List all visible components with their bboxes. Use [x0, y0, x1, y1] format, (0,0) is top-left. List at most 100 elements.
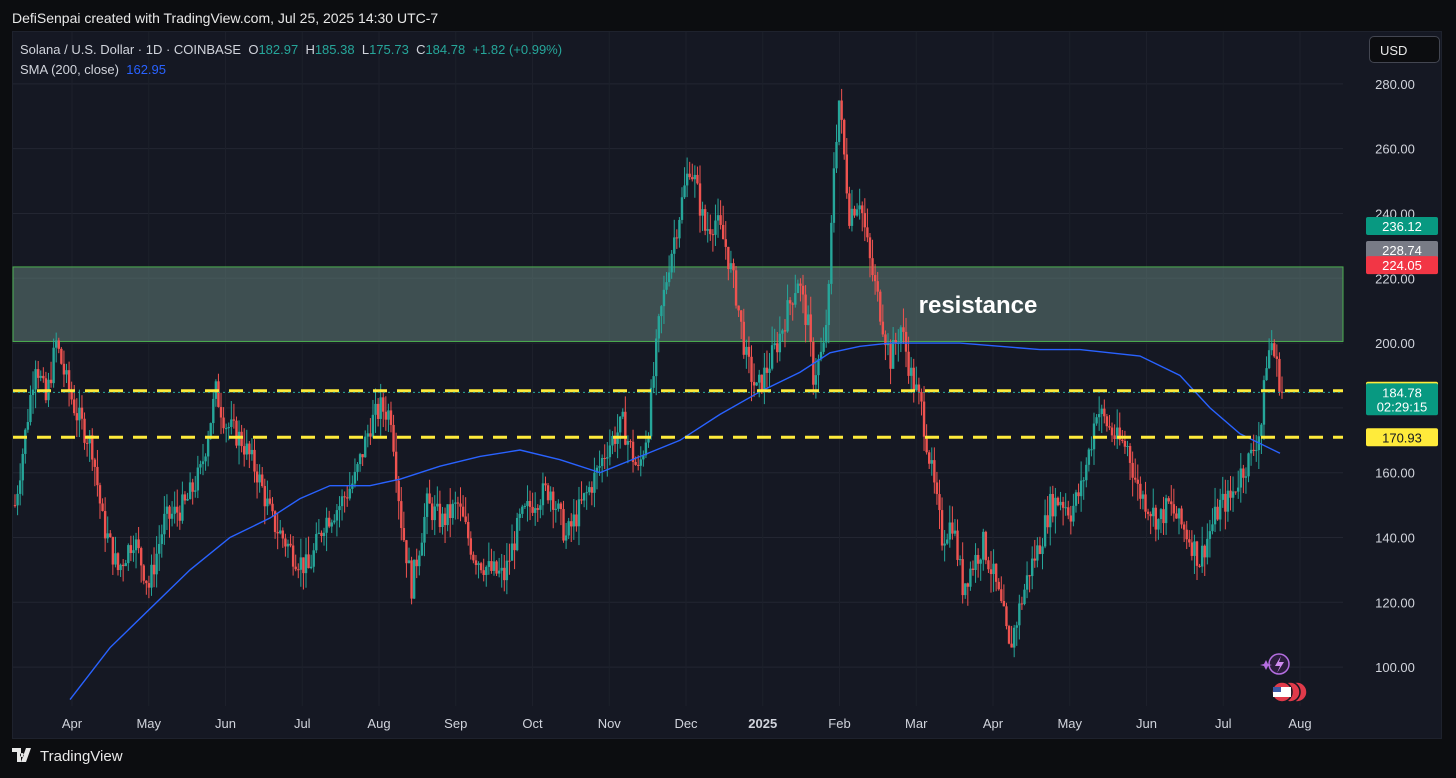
candle-body [703, 209, 707, 231]
candle-body [253, 449, 256, 472]
candle-body [1229, 490, 1232, 498]
candle-body [1139, 483, 1142, 499]
candle-body [382, 397, 385, 412]
candle-body [24, 429, 27, 454]
candle-body [1020, 603, 1024, 605]
candle-body [85, 442, 89, 444]
candle-body [673, 237, 676, 254]
candle-body [1110, 427, 1114, 436]
candle-body [1012, 627, 1016, 648]
candle-body [595, 467, 599, 473]
candle-body [1134, 477, 1137, 480]
chart-credit: DefiSenpai created with TradingView.com,… [12, 10, 439, 26]
candle-body [389, 410, 393, 425]
candle-body [1188, 539, 1191, 543]
candle-body [1159, 509, 1163, 520]
candle-body [1218, 499, 1222, 520]
candle-body [261, 474, 264, 487]
x-tick-label: Aug [367, 716, 390, 731]
candle-body [1087, 449, 1091, 465]
y-tick-label: 140.00 [1375, 531, 1415, 546]
candle-body [858, 205, 861, 210]
sma-row[interactable]: SMA (200, close) 162.95 [20, 60, 562, 80]
candle-body [204, 456, 207, 462]
candle-body [495, 561, 498, 574]
candle-body [1097, 413, 1101, 418]
candle-body [657, 316, 661, 339]
candle-body [219, 406, 223, 418]
candle-body [974, 554, 977, 571]
candle-body [75, 413, 79, 421]
candle-body [479, 563, 483, 571]
candle-body [127, 545, 130, 564]
candle-body [1255, 450, 1258, 452]
candle-body [533, 508, 537, 513]
candle-body [456, 502, 460, 504]
candle-body [1031, 558, 1034, 577]
candle-body [966, 583, 970, 587]
candle-body [1043, 515, 1047, 547]
candle-body [1046, 515, 1049, 528]
candle-body [714, 220, 717, 235]
candle-body [508, 560, 511, 562]
candle-body [358, 454, 362, 465]
candle-body [644, 442, 648, 456]
candle-body [670, 253, 673, 273]
candle-body [1278, 358, 1281, 392]
candle-body [60, 348, 63, 364]
candle-body [88, 435, 91, 444]
candle-body [67, 370, 71, 391]
candle-body [1069, 515, 1073, 522]
candle-body [575, 514, 578, 527]
candle-body [134, 539, 138, 551]
candle-body [1226, 490, 1230, 512]
candle-body [590, 487, 594, 493]
y-tick-label: 260.00 [1375, 142, 1415, 157]
candle-body [850, 208, 854, 226]
candle-body [1015, 625, 1018, 628]
candle-body [1162, 509, 1165, 524]
candle-body [286, 543, 290, 547]
candle-body [600, 458, 604, 467]
candle-body [549, 491, 552, 501]
candle-body [873, 275, 877, 282]
candle-body [304, 554, 308, 574]
candle-body [121, 564, 125, 567]
candle-body [922, 401, 926, 437]
candle-body [510, 543, 514, 561]
price-tag-label: 228.74 [1382, 243, 1422, 258]
ohlc-row: Solana / U.S. Dollar · 1D · COINBASE O18… [20, 40, 562, 60]
candle-body [930, 460, 933, 464]
candle-body [987, 560, 990, 570]
candle-body [425, 493, 429, 517]
price-tag-label: 224.05 [1382, 258, 1422, 273]
candle-body [294, 566, 297, 570]
candle-body [1244, 476, 1248, 478]
candle-body [21, 453, 24, 481]
candle-body [353, 471, 357, 484]
candle-body [374, 403, 377, 415]
candle-body [464, 516, 467, 522]
tradingview-brand: TradingView [12, 748, 123, 766]
currency-button[interactable]: USD [1369, 36, 1440, 63]
candle-body [1049, 493, 1052, 528]
candle-body [271, 503, 274, 512]
candle-body [312, 550, 315, 567]
candle-body [711, 234, 715, 236]
candle-body [933, 460, 936, 483]
candle-body [1249, 449, 1253, 454]
candle-body [1154, 507, 1158, 530]
candle-body [814, 375, 818, 385]
candle-body [415, 559, 418, 567]
candle-body [523, 505, 527, 507]
candle-body [683, 185, 686, 198]
candle-body [335, 510, 339, 521]
candle-body [1028, 575, 1031, 577]
x-tick-label: Jun [215, 716, 236, 731]
candle-body [255, 471, 259, 483]
candle-body [420, 542, 424, 556]
candle-body [765, 367, 769, 373]
candle-body [291, 545, 295, 567]
y-tick-label: 100.00 [1375, 660, 1415, 675]
